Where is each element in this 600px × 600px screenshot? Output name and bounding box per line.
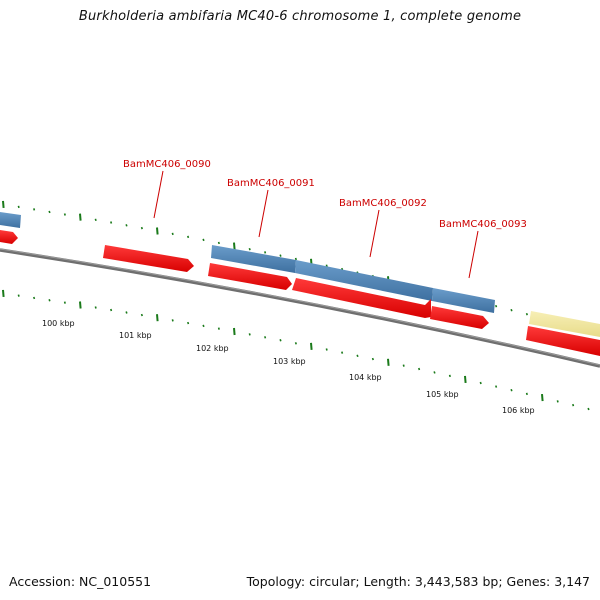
minor-tick (495, 385, 498, 388)
minor-tick (217, 327, 220, 330)
minor-tick (279, 254, 282, 257)
gene-label[interactable]: BamMC406_0091 (227, 178, 315, 189)
minor-tick (479, 381, 482, 385)
minor-tick (495, 304, 498, 308)
chromosome-backbone-highlight (0, 248, 600, 366)
kbp-label: 102 kbp (196, 344, 229, 353)
minor-tick (433, 371, 436, 374)
minor-tick (110, 221, 113, 224)
minor-tick (63, 301, 66, 304)
minor-tick (171, 319, 174, 322)
cds-arrow[interactable] (292, 278, 431, 318)
major-tick (156, 227, 159, 235)
kbp-label: 106 kbp (502, 406, 535, 415)
minor-tick (248, 247, 251, 251)
minor-tick (325, 348, 328, 351)
gene-labels: BamMC406_0090 BamMC406_0091 BamMC406_009… (123, 159, 527, 279)
cds-arrow[interactable] (103, 245, 194, 272)
chromosome-backbone (0, 248, 600, 368)
other-gene-feature[interactable] (529, 311, 600, 337)
major-tick (79, 301, 82, 309)
minor-tick (587, 407, 590, 411)
minor-tick (510, 308, 513, 312)
gene-track (0, 212, 600, 337)
kbp-label: 101 kbp (119, 331, 152, 340)
minor-tick (17, 205, 20, 209)
kbp-label: 104 kbp (349, 373, 382, 382)
gene-label[interactable]: BamMC406_0092 (339, 198, 427, 209)
major-tick (233, 327, 236, 336)
minor-tick (33, 208, 36, 211)
major-tick (310, 342, 313, 350)
minor-tick (448, 374, 451, 378)
label-leader-line (258, 189, 269, 238)
minor-tick (202, 238, 205, 242)
minor-tick (294, 257, 297, 261)
minor-tick (402, 364, 405, 367)
minor-tick (140, 226, 143, 230)
inner-tick-track (2, 289, 590, 411)
major-tick (2, 289, 5, 298)
minor-tick (125, 311, 128, 314)
major-tick (79, 213, 82, 221)
kbp-label: 100 kbp (42, 319, 75, 328)
minor-tick (48, 299, 51, 302)
minor-tick (418, 367, 421, 371)
cds-track (0, 230, 600, 356)
major-tick (2, 200, 5, 209)
major-tick (387, 358, 390, 366)
minor-tick (94, 218, 97, 222)
cds-arrow[interactable] (0, 230, 18, 244)
kbp-labels: 100 kbp 101 kbp 102 kbp 103 kbp 104 kbp … (42, 319, 535, 415)
minor-tick (279, 339, 282, 342)
gene-label[interactable]: BamMC406_0093 (439, 219, 527, 230)
label-leader-line (468, 230, 479, 279)
minor-tick (525, 392, 528, 396)
minor-tick (217, 241, 220, 245)
map-title: Burkholderia ambifaria MC40-6 chromosome… (78, 9, 522, 24)
minor-tick (510, 388, 513, 392)
minor-tick (33, 296, 36, 300)
minor-tick (17, 294, 20, 297)
minor-tick (264, 251, 267, 254)
minor-tick (371, 357, 374, 361)
minor-tick (110, 308, 113, 312)
minor-tick (248, 333, 251, 336)
accession-text: Accession: NC_010551 (9, 574, 152, 589)
major-tick (464, 375, 467, 384)
minor-tick (264, 336, 267, 339)
minor-tick (140, 313, 143, 317)
cds-arrow[interactable] (526, 326, 600, 356)
kbp-label: 105 kbp (426, 390, 459, 399)
gene-feature[interactable] (0, 212, 21, 228)
minor-tick (187, 235, 190, 239)
major-tick (541, 394, 544, 402)
minor-tick (556, 400, 559, 403)
minor-tick (63, 213, 66, 216)
minor-tick (187, 321, 190, 325)
cds-arrow[interactable] (430, 306, 489, 329)
minor-tick (48, 210, 51, 214)
minor-tick (125, 224, 128, 227)
label-leader-line (369, 209, 380, 258)
major-tick (156, 314, 159, 322)
minor-tick (572, 403, 575, 407)
minor-tick (341, 351, 344, 354)
minor-tick (202, 324, 205, 328)
label-leader-line (153, 170, 164, 219)
minor-tick (525, 312, 528, 316)
cds-arrow[interactable] (208, 263, 292, 290)
gene-feature[interactable] (295, 260, 433, 301)
kbp-label: 103 kbp (273, 357, 306, 366)
minor-tick (94, 306, 97, 309)
topology-summary: Topology: circular; Length: 3,443,583 bp… (246, 574, 590, 589)
major-tick (233, 242, 236, 250)
minor-tick (171, 232, 174, 236)
gene-label[interactable]: BamMC406_0090 (123, 159, 211, 170)
minor-tick (356, 354, 359, 358)
minor-tick (294, 342, 297, 345)
gene-feature[interactable] (211, 245, 296, 273)
gene-feature[interactable] (432, 288, 495, 313)
